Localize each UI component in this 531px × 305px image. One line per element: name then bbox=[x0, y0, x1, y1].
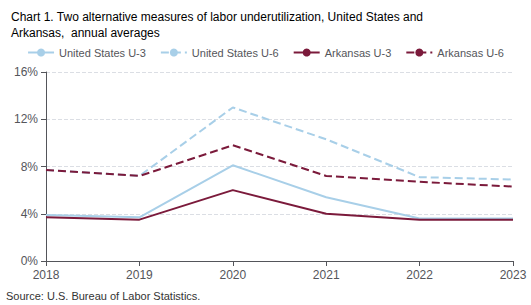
svg-text:2020: 2020 bbox=[219, 268, 246, 282]
svg-text:Arkansas U-3: Arkansas U-3 bbox=[325, 47, 392, 59]
svg-text:United States U-6: United States U-6 bbox=[192, 47, 279, 59]
svg-text:2019: 2019 bbox=[126, 268, 153, 282]
svg-text:Chart 1. Two alternative measu: Chart 1. Two alternative measures of lab… bbox=[11, 10, 423, 24]
svg-text:16%: 16% bbox=[14, 65, 38, 79]
svg-text:2018: 2018 bbox=[33, 268, 60, 282]
svg-text:Source: U.S. Bureau of Labor S: Source: U.S. Bureau of Labor Statistics. bbox=[6, 290, 200, 302]
svg-text:0%: 0% bbox=[21, 254, 39, 268]
svg-text:12%: 12% bbox=[14, 112, 38, 126]
svg-text:4%: 4% bbox=[21, 207, 39, 221]
svg-text:8%: 8% bbox=[21, 160, 39, 174]
svg-text:2022: 2022 bbox=[406, 268, 433, 282]
svg-text:2023: 2023 bbox=[500, 268, 527, 282]
svg-text:Arkansas, annual averages: Arkansas, annual averages bbox=[11, 26, 160, 40]
svg-text:United States U-3: United States U-3 bbox=[59, 47, 146, 59]
svg-text:Arkansas U-6: Arkansas U-6 bbox=[437, 47, 504, 59]
svg-text:2021: 2021 bbox=[313, 268, 340, 282]
